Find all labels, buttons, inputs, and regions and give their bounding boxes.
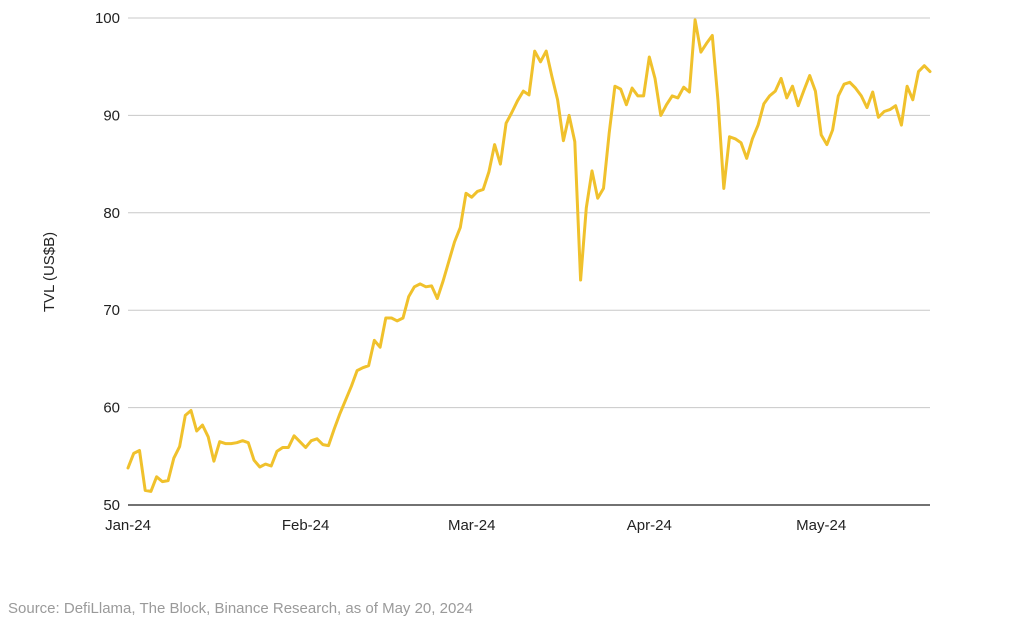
tvl-line-chart: 50 60 70 80 90 100 Jan-24 Feb-24 Mar-24 Apr-24 Ma… bbox=[41, 10, 932, 534]
y-axis-ticks: 50 60 70 80 90 100 bbox=[95, 10, 120, 514]
y-axis-title: TVL (US$B) bbox=[41, 232, 58, 312]
x-tick-label: Feb-24 bbox=[282, 517, 330, 534]
y-tick-label: 100 bbox=[95, 10, 120, 27]
series-layer bbox=[126, 18, 932, 493]
y-tick-label: 60 bbox=[103, 400, 120, 417]
y-tick-label: 70 bbox=[103, 302, 120, 319]
y-tick-label: 50 bbox=[103, 497, 120, 514]
tvl-series-line bbox=[126, 18, 932, 493]
x-tick-label: Jan-24 bbox=[105, 517, 151, 534]
chart-area: 50 60 70 80 90 100 Jan-24 Feb-24 Mar-24 Apr-24 Ma… bbox=[41, 10, 932, 534]
x-tick-label: Apr-24 bbox=[627, 517, 672, 534]
source-note: Source: DefiLlama, The Block, Binance Re… bbox=[8, 600, 473, 617]
x-tick-label: Mar-24 bbox=[448, 517, 496, 534]
y-tick-label: 80 bbox=[103, 205, 120, 222]
gridlines bbox=[128, 17, 930, 506]
y-tick-label: 90 bbox=[103, 107, 120, 124]
x-axis-ticks: Jan-24 Feb-24 Mar-24 Apr-24 May-24 bbox=[105, 517, 846, 534]
x-tick-label: May-24 bbox=[796, 517, 846, 534]
